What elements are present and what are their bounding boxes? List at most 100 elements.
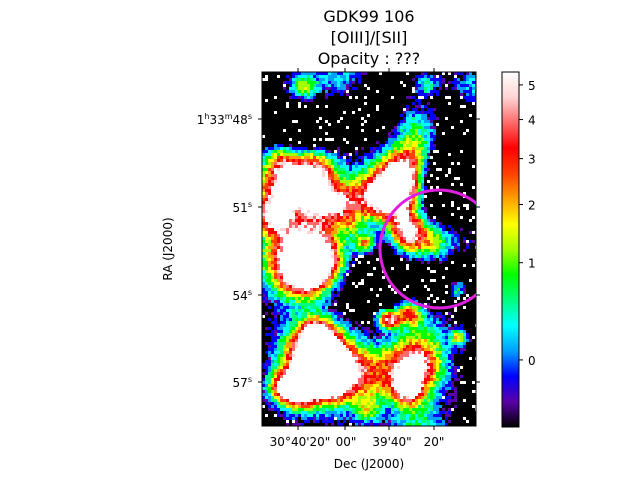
heatmap-cell (304, 150, 307, 153)
heatmap-cell (391, 306, 394, 309)
heatmap-cell (409, 264, 412, 267)
heatmap-cell (451, 249, 454, 252)
heatmap-cell (445, 141, 448, 144)
heatmap-cell (304, 321, 307, 324)
heatmap-cell (409, 87, 412, 90)
heatmap-cell (463, 165, 466, 168)
heatmap-cell (418, 198, 421, 201)
heatmap-cell (442, 315, 445, 318)
heatmap-cell (409, 96, 412, 99)
heatmap-cell (262, 90, 265, 93)
heatmap-cell (448, 117, 451, 120)
heatmap-cell (289, 84, 292, 87)
heatmap-cell (439, 159, 442, 162)
heatmap-cell (271, 240, 274, 243)
heatmap-cell (469, 243, 472, 246)
heatmap-cell (262, 219, 265, 222)
heatmap-cell (424, 261, 427, 264)
heatmap-cell (451, 84, 454, 87)
heatmap-cell (364, 87, 367, 90)
heatmap-cell (277, 273, 280, 276)
heatmap-cell (319, 288, 322, 291)
heatmap-cell (316, 138, 319, 141)
heatmap-cell (454, 174, 457, 177)
heatmap-cell (355, 210, 358, 213)
heatmap-cell (445, 216, 448, 219)
heatmap-cell (328, 162, 331, 165)
heatmap-cell (379, 102, 382, 105)
heatmap-cell (418, 246, 421, 249)
heatmap-cell (409, 219, 412, 222)
heatmap-cell (466, 192, 469, 195)
heatmap-cell (382, 120, 385, 123)
heatmap-cell (310, 105, 313, 108)
heatmap-cell (457, 75, 460, 78)
heatmap-cell (361, 303, 364, 306)
heatmap-cell (355, 117, 358, 120)
heatmap-cell (397, 246, 400, 249)
heatmap-cell (370, 279, 373, 282)
heatmap-cell (274, 258, 277, 261)
heatmap-cell (442, 99, 445, 102)
heatmap-cell (406, 153, 409, 156)
heatmap-cell (409, 126, 412, 129)
heatmap-cell (346, 189, 349, 192)
heatmap-cell (271, 171, 274, 174)
heatmap-cell (340, 168, 343, 171)
heatmap-cell (373, 105, 376, 108)
heatmap-cell (448, 303, 451, 306)
heatmap-cell (406, 156, 409, 159)
heatmap-cell (265, 198, 268, 201)
heatmap-cell (265, 273, 268, 276)
heatmap-cell (466, 183, 469, 186)
heatmap-cell (409, 213, 412, 216)
heatmap-cell (340, 129, 343, 132)
heatmap-cell (412, 243, 415, 246)
heatmap-cell (322, 108, 325, 111)
heatmap-cell (373, 162, 376, 165)
heatmap-cell (430, 216, 433, 219)
heatmap-cell (355, 195, 358, 198)
heatmap-cell (364, 159, 367, 162)
heatmap-cell (325, 96, 328, 99)
heatmap-cell (364, 117, 367, 120)
heatmap-cell (283, 285, 286, 288)
heatmap-cell (412, 282, 415, 285)
heatmap-cell (415, 186, 418, 189)
heatmap-cell (271, 159, 274, 162)
heatmap-cell (292, 159, 295, 162)
heatmap-cell (340, 147, 343, 150)
heatmap-cell (301, 324, 304, 327)
heatmap-cell (274, 309, 277, 312)
heatmap-cell (340, 228, 343, 231)
heatmap-cell (313, 162, 316, 165)
heatmap-cell (358, 306, 361, 309)
heatmap-cell (430, 222, 433, 225)
heatmap-cell (460, 132, 463, 135)
heatmap-cell (463, 138, 466, 141)
heatmap-cell (400, 276, 403, 279)
heatmap-cell (397, 117, 400, 120)
heatmap-cell (265, 111, 268, 114)
heatmap-cell (370, 294, 373, 297)
heatmap-cell (265, 144, 268, 147)
heatmap-cell (265, 81, 268, 84)
heatmap-cell (349, 99, 352, 102)
heatmap-cell (421, 75, 424, 78)
heatmap-cell (415, 132, 418, 135)
heatmap-cell (415, 123, 418, 126)
heatmap-cell (394, 273, 397, 276)
heatmap-cell (280, 72, 283, 75)
heatmap-cell (442, 129, 445, 132)
heatmap-cell (382, 93, 385, 96)
heatmap-cell (439, 120, 442, 123)
heatmap-cell (433, 261, 436, 264)
heatmap-cell (313, 105, 316, 108)
heatmap-cell (343, 75, 346, 78)
heatmap-cell (457, 189, 460, 192)
heatmap-cell (280, 321, 283, 324)
heatmap-cell (337, 111, 340, 114)
heatmap-cell (355, 312, 358, 315)
heatmap-cell (436, 129, 439, 132)
heatmap-cell (370, 291, 373, 294)
